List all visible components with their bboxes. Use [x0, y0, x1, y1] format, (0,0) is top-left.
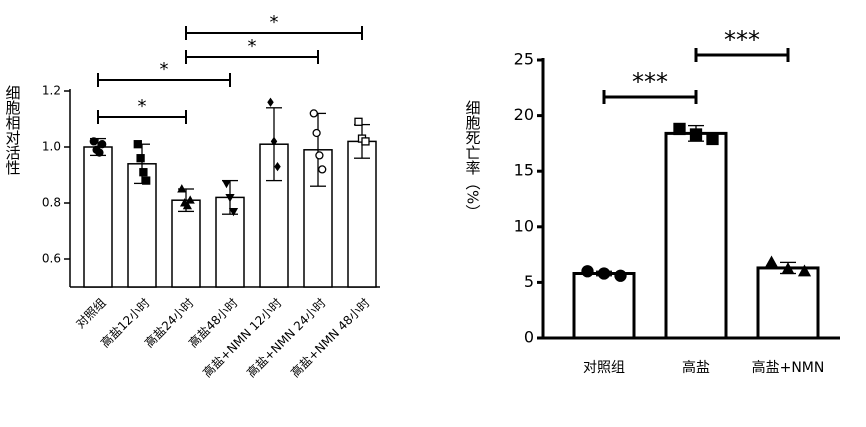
- data-point: [706, 132, 719, 146]
- x-tick-label: 高盐+NMN 24小时: [243, 295, 328, 380]
- x-tick-label: 高盐+NMN 48小时: [287, 295, 372, 380]
- data-point: [673, 122, 686, 136]
- data-point: [182, 200, 193, 210]
- bar: [572, 272, 636, 340]
- data-point: [136, 154, 145, 163]
- y-tick-label: 20: [514, 105, 534, 124]
- data-point: [221, 179, 232, 189]
- data-point: [781, 262, 795, 275]
- data-point: [318, 165, 327, 174]
- data-point: [89, 137, 98, 146]
- y-tick-label: 25: [514, 50, 534, 69]
- data-point: [95, 148, 104, 157]
- data-point: [142, 176, 151, 185]
- bar: [664, 131, 728, 340]
- data-point: [228, 207, 239, 217]
- y-axis-label: 细胞死亡率（%）: [464, 100, 482, 219]
- significance-label: *: [270, 12, 279, 33]
- x-tick-label: 高盐+NMN: [752, 359, 825, 376]
- data-point: [312, 128, 321, 138]
- y-tick-label: 5: [524, 272, 534, 291]
- data-point: [267, 97, 274, 107]
- data-point: [797, 264, 812, 277]
- data-point: [581, 265, 594, 278]
- y-tick-label: 10: [514, 216, 534, 235]
- data-point: [689, 128, 703, 141]
- bar: [127, 163, 157, 288]
- data-point: [764, 255, 779, 268]
- data-point: [354, 117, 363, 126]
- y-tick-label: 0.8: [42, 196, 61, 210]
- bar: [171, 199, 201, 288]
- bar: [347, 140, 377, 288]
- data-point: [177, 184, 187, 193]
- x-tick-label: 高盐: [682, 359, 710, 376]
- y-axis-label: 细胞相对活性: [4, 85, 22, 175]
- data-point: [361, 137, 370, 146]
- data-point: [270, 136, 278, 147]
- significance-label: *: [160, 59, 169, 80]
- data-point: [185, 195, 195, 204]
- y-tick-label: 0: [524, 328, 534, 347]
- y-tick-label: 1.0: [42, 140, 61, 154]
- x-tick-label: 对照组: [73, 296, 108, 331]
- significance-label: ***: [724, 26, 760, 54]
- significance-label: ***: [632, 68, 668, 96]
- bar: [756, 266, 820, 340]
- data-point: [139, 168, 148, 177]
- significance-label: *: [138, 96, 147, 117]
- y-tick-label: 1.2: [42, 84, 61, 98]
- data-point: [597, 267, 611, 280]
- x-tick-label: 高盐+NMN 12小时: [199, 295, 284, 380]
- x-tick-label: 对照组: [583, 360, 625, 376]
- data-point: [133, 140, 142, 149]
- y-tick-label: 15: [514, 161, 534, 180]
- significance-label: *: [248, 36, 257, 57]
- data-point: [225, 193, 235, 203]
- data-point: [274, 161, 281, 172]
- data-point: [98, 140, 107, 149]
- data-point: [309, 109, 318, 118]
- data-point: [614, 269, 627, 282]
- y-tick-label: 0.6: [42, 252, 61, 266]
- bar: [83, 146, 113, 288]
- data-point: [315, 151, 324, 160]
